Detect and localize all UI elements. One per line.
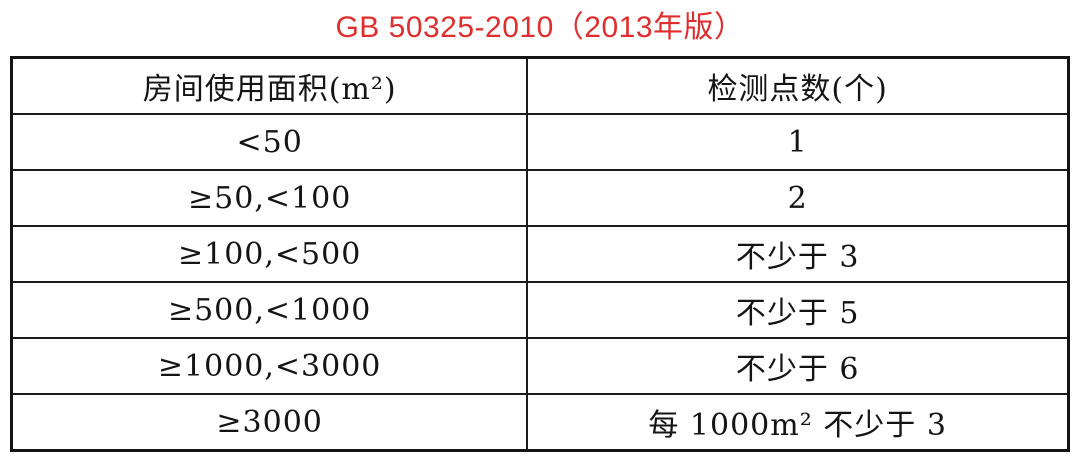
points-cell: 1: [526, 113, 1070, 171]
area-cell: <50: [10, 113, 529, 171]
area-cell: ≥50,<100: [10, 169, 529, 227]
points-cell: 不少于 3: [526, 225, 1070, 283]
page-title: GB 50325-2010（2013年版）: [335, 11, 745, 44]
points-cell: 不少于 5: [526, 281, 1070, 339]
table-row: ≥3000 每 1000m² 不少于 3: [10, 393, 1070, 452]
table-row: <50 1: [10, 113, 1070, 171]
area-cell: ≥500,<1000: [10, 281, 529, 339]
area-cell: ≥3000: [10, 393, 529, 452]
table-row: ≥500,<1000 不少于 5: [10, 281, 1070, 339]
column-header-room-area: 房间使用面积(m²): [10, 56, 529, 115]
table-row: ≥50,<100 2: [10, 169, 1070, 227]
page: GB 50325-2010（2013年版） 房间使用面积(m²) 检测点数(个)…: [0, 9, 1080, 462]
table-header-row: 房间使用面积(m²) 检测点数(个): [10, 56, 1070, 115]
table-row: ≥100,<500 不少于 3: [10, 225, 1070, 283]
table-row: ≥1000,<3000 不少于 6: [10, 337, 1070, 395]
points-cell: 2: [526, 169, 1070, 227]
points-cell: 不少于 6: [526, 337, 1070, 395]
area-cell: ≥100,<500: [10, 225, 529, 283]
area-cell: ≥1000,<3000: [10, 337, 529, 395]
points-cell: 每 1000m² 不少于 3: [526, 393, 1070, 452]
detection-points-table: 房间使用面积(m²) 检测点数(个) <50 1 ≥50,<100 2 ≥100…: [10, 56, 1070, 452]
column-header-detection-points: 检测点数(个): [526, 56, 1070, 115]
